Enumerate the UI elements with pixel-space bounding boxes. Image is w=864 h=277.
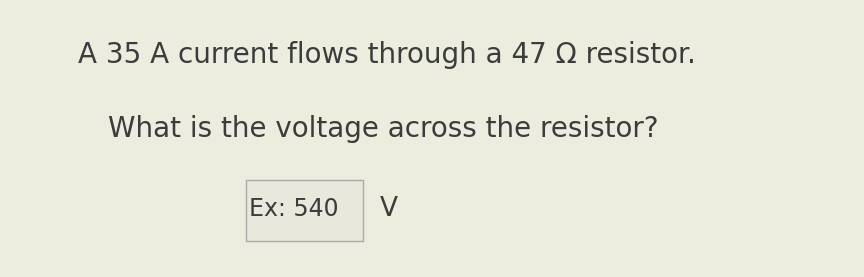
Text: V: V [380, 196, 398, 222]
FancyBboxPatch shape [246, 180, 363, 241]
Text: Ex: 540: Ex: 540 [249, 197, 339, 221]
Text: A 35 A current flows through a 47 Ω resistor.: A 35 A current flows through a 47 Ω resi… [78, 41, 696, 70]
Text: What is the voltage across the resistor?: What is the voltage across the resistor? [108, 115, 658, 143]
